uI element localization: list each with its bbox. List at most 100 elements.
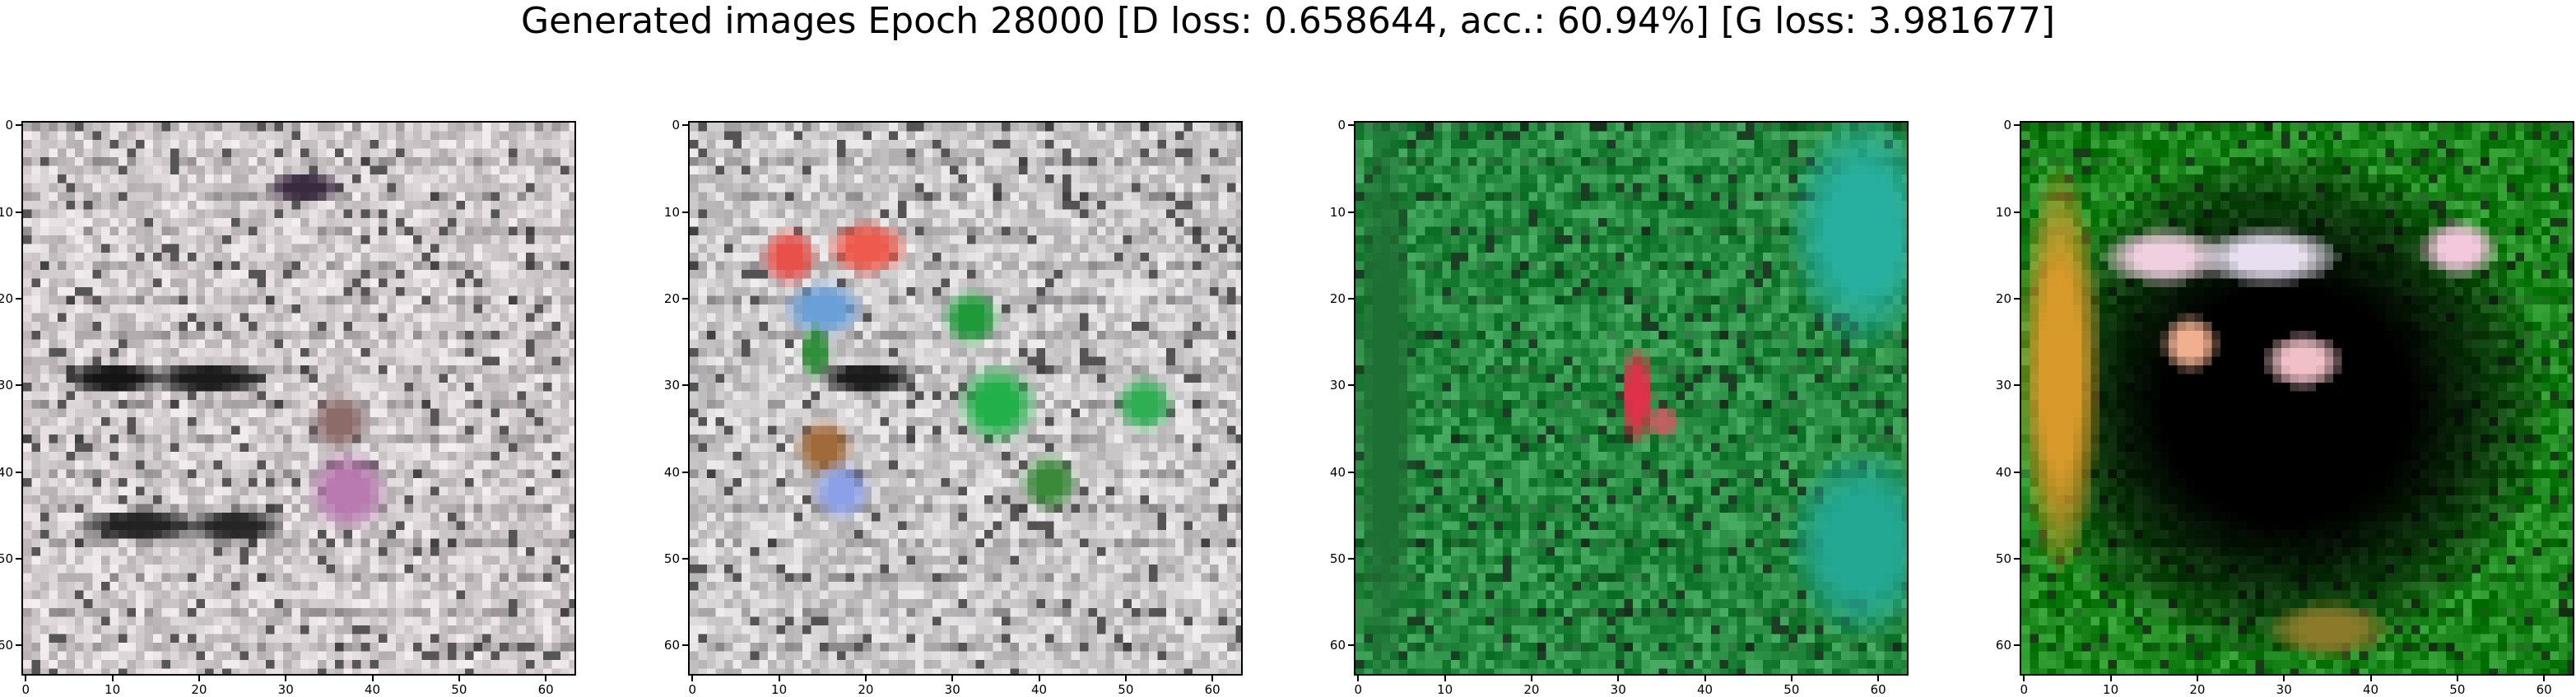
x-tick (111, 676, 114, 681)
y-tick (682, 384, 688, 387)
y-tick (1348, 557, 1354, 560)
y-tick (682, 124, 688, 127)
y-tick (16, 557, 21, 560)
y-tick-label: 30 (1995, 378, 2011, 393)
x-tick (1038, 676, 1040, 681)
x-tick (2196, 676, 2198, 681)
y-tick-label: 0 (1337, 118, 1346, 133)
x-tick (371, 676, 374, 681)
image-axes (1354, 121, 1909, 676)
x-tick (1617, 676, 1620, 681)
generated-image (1355, 123, 1907, 674)
y-tick-label: 10 (663, 204, 680, 220)
x-tick-label: 40 (1030, 682, 1048, 697)
y-tick-label: 20 (0, 290, 13, 306)
x-tick-label: 40 (364, 682, 381, 697)
x-tick-label: 20 (1523, 682, 1540, 697)
x-tick-label: 50 (1118, 682, 1134, 697)
y-tick-label: 10 (1995, 204, 2011, 220)
image-axes (688, 121, 1243, 676)
y-tick-label: 0 (5, 118, 13, 133)
x-tick-label: 50 (451, 682, 467, 697)
x-tick (951, 676, 954, 681)
y-tick-label: 40 (1329, 464, 1346, 480)
x-tick-label: 40 (1696, 682, 1713, 697)
x-tick (25, 676, 27, 681)
y-tick-label: 50 (0, 551, 13, 566)
y-tick-label: 20 (663, 290, 680, 306)
x-tick (1444, 676, 1446, 681)
y-tick-label: 50 (1329, 551, 1346, 566)
y-tick (2014, 557, 2020, 560)
x-tick (2369, 676, 2372, 681)
y-tick (2014, 124, 2020, 127)
y-tick (16, 644, 21, 647)
y-tick-label: 0 (672, 118, 680, 133)
y-tick (2014, 384, 2020, 387)
y-tick (682, 297, 688, 300)
image-panel-1: 0 10 20 30 40 50 60 0 10 20 30 40 50 60 (0, 118, 576, 696)
x-tick-label: 10 (105, 682, 121, 697)
x-tick (2456, 676, 2458, 681)
x-tick (1357, 676, 1360, 681)
figure-title: Generated images Epoch 28000 [D loss: 0.… (520, 0, 2056, 42)
y-tick-label: 20 (1329, 290, 1346, 306)
y-tick (682, 211, 688, 213)
x-tick (545, 676, 547, 681)
y-tick-label: 60 (0, 638, 13, 653)
x-tick-label: 0 (688, 682, 697, 697)
y-tick-label: 10 (1329, 204, 1346, 220)
x-tick-label: 0 (2020, 682, 2029, 697)
x-tick (691, 676, 694, 681)
y-tick (16, 211, 21, 213)
y-tick (1348, 384, 1354, 387)
generated-image (2021, 123, 2573, 674)
y-tick (682, 557, 688, 560)
x-tick-label: 20 (191, 682, 207, 697)
y-tick-label: 40 (1995, 464, 2011, 480)
x-tick-label: 30 (277, 682, 294, 697)
y-tick-label: 40 (0, 464, 13, 480)
x-tick-label: 30 (2276, 682, 2292, 697)
y-tick-label: 50 (663, 551, 680, 566)
y-tick (1348, 644, 1354, 647)
y-tick (1348, 211, 1354, 213)
x-tick (1877, 676, 1880, 681)
x-tick-label: 50 (2449, 682, 2466, 697)
x-tick (778, 676, 780, 681)
x-tick-label: 0 (1354, 682, 1363, 697)
y-tick-label: 30 (0, 378, 13, 393)
x-tick (458, 676, 460, 681)
x-tick (2023, 676, 2025, 681)
y-tick (682, 471, 688, 473)
x-tick-label: 10 (1437, 682, 1453, 697)
image-axes (2020, 121, 2574, 676)
x-tick (2543, 676, 2546, 681)
image-panel-2: 0 10 20 30 40 50 60 0 10 20 30 40 50 60 (664, 118, 1243, 696)
x-tick (285, 676, 287, 681)
x-tick-label: 10 (2103, 682, 2119, 697)
y-tick (16, 124, 21, 127)
x-tick-label: 60 (2536, 682, 2552, 697)
y-tick-label: 60 (1329, 638, 1346, 653)
y-tick-label: 50 (1995, 551, 2011, 566)
generated-image (23, 123, 574, 674)
x-tick-label: 30 (1610, 682, 1626, 697)
x-tick-label: 60 (537, 682, 554, 697)
y-tick (16, 471, 21, 473)
x-tick (2283, 676, 2285, 681)
y-tick (2014, 471, 2020, 473)
y-tick (2014, 644, 2020, 647)
x-tick-label: 20 (2189, 682, 2206, 697)
y-tick-label: 30 (663, 378, 680, 393)
x-tick-label: 40 (2362, 682, 2379, 697)
x-tick (1124, 676, 1127, 681)
y-tick-label: 30 (1329, 378, 1346, 393)
x-tick-label: 20 (858, 682, 874, 697)
x-tick (2109, 676, 2112, 681)
x-tick-label: 50 (1783, 682, 1800, 697)
y-tick (2014, 297, 2020, 300)
x-tick-label: 0 (21, 682, 30, 697)
y-tick-label: 20 (1995, 290, 2011, 306)
x-tick (198, 676, 200, 681)
